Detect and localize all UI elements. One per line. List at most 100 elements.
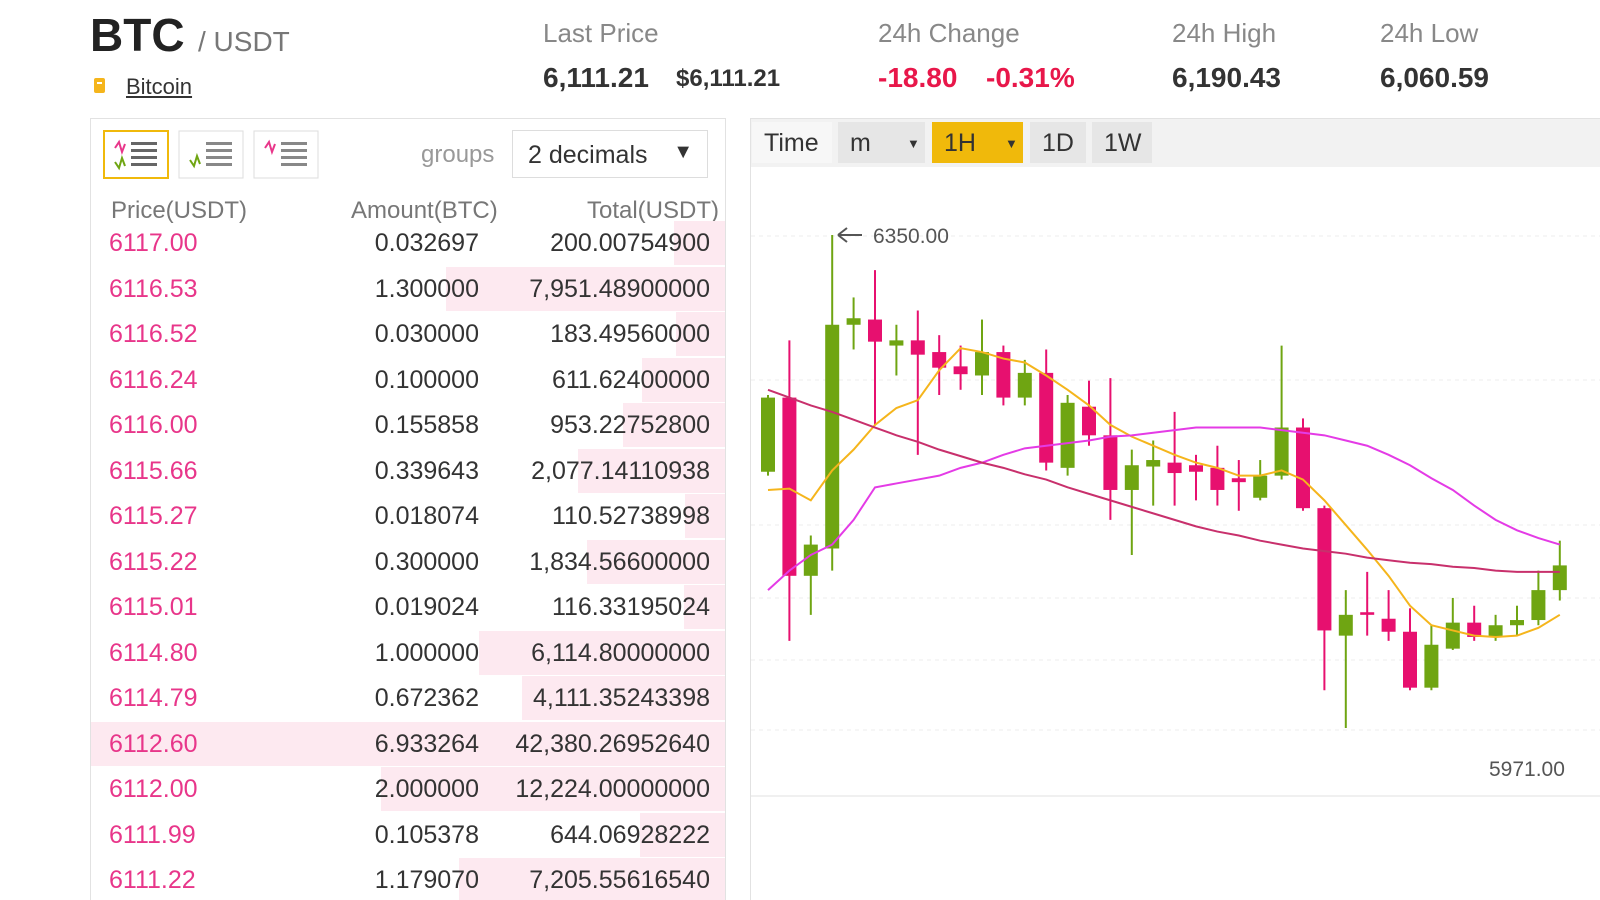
amount: 0.030000 — [374, 320, 479, 348]
candle-body — [1510, 620, 1524, 626]
moving-average — [767, 347, 1561, 638]
candle-body — [782, 397, 797, 576]
candle-body — [996, 352, 1011, 398]
candle-body — [1381, 618, 1396, 632]
depth-bar — [586, 539, 725, 584]
total: 6,114.80000000 — [531, 638, 710, 667]
order-row[interactable]: 6111.22 1.179070 7,205.55616540 — [91, 858, 725, 900]
stat-value-usd: $6,111.21 — [676, 65, 781, 92]
timeframe-tab[interactable]: 1D — [1030, 122, 1086, 163]
depth-bar — [674, 221, 725, 265]
timeframe-tab[interactable]: 1H ▼ — [932, 122, 1023, 163]
total: 12,224.00000000 — [515, 775, 710, 803]
candle-body — [1360, 612, 1375, 615]
order-row[interactable]: 6115.01 0.019024 116.33195024 — [91, 585, 725, 629]
candle-body — [1552, 565, 1567, 591]
price: 6112.00 — [109, 775, 198, 803]
select-value: 2 decimals — [528, 141, 648, 169]
tab-label: Time — [764, 129, 819, 157]
view-both[interactable] — [103, 130, 169, 179]
view-buy[interactable] — [178, 130, 244, 179]
order-row[interactable]: 6115.27 0.018074 110.52738998 — [91, 494, 725, 538]
total: 42,380.26952640 — [515, 729, 710, 758]
price: 6114.80 — [109, 638, 198, 667]
candle-body — [761, 397, 775, 472]
price: 6116.53 — [109, 274, 198, 303]
base-asset: BTC — [90, 9, 185, 61]
tab-caret: ▼ — [907, 136, 920, 151]
order-row[interactable]: 6116.24 0.100000 611.62400000 — [91, 357, 725, 402]
order-row[interactable]: 6116.00 0.155858 953.22752800 — [91, 403, 725, 447]
depth-bar — [458, 858, 725, 900]
total: 953.22752800 — [550, 411, 710, 439]
total: 7,205.55616540 — [529, 866, 710, 894]
candle-body — [1338, 614, 1353, 636]
candle-body — [1210, 467, 1225, 490]
candle-body — [1189, 465, 1203, 472]
amount: 1.300000 — [374, 274, 479, 303]
price: 6111.99 — [109, 820, 196, 849]
timeframe-tab[interactable]: Time — [752, 122, 832, 163]
timeframe-tab[interactable]: m ▼ — [838, 122, 925, 163]
amount: 0.672362 — [374, 684, 479, 712]
depth-bar — [623, 403, 725, 447]
depth-bar — [578, 448, 725, 493]
max-label: 6350.00 — [873, 225, 949, 248]
amount: 0.032697 — [374, 229, 479, 257]
candle-body — [1467, 622, 1482, 637]
depth-bar — [479, 630, 725, 675]
depth-bar — [639, 812, 725, 857]
chart-panel — [750, 118, 1600, 900]
order-row[interactable]: 6114.80 1.000000 6,114.80000000 — [91, 630, 725, 675]
price: 6112.60 — [109, 729, 198, 758]
price: 6115.01 — [109, 593, 198, 621]
order-row[interactable]: 6114.79 0.672362 4,111.35243398 — [91, 676, 725, 720]
column-header: Price(USDT) — [111, 197, 247, 224]
order-row[interactable]: 6111.99 0.105378 644.06928222 — [91, 812, 725, 857]
order-row[interactable]: 6112.00 2.000000 12,224.00000000 — [91, 767, 725, 811]
total: 116.33195024 — [551, 593, 710, 621]
candle-body — [1017, 372, 1032, 398]
candle-body — [1060, 402, 1075, 468]
candle-body — [1424, 644, 1439, 688]
tab-bg — [752, 122, 832, 163]
candle-body — [1231, 478, 1246, 483]
total: 611.62400000 — [551, 365, 710, 394]
amount: 0.105378 — [374, 820, 479, 849]
amount: 1.000000 — [374, 638, 479, 667]
order-row[interactable]: 6116.52 0.030000 183.49560000 — [91, 312, 725, 356]
select-caret: ▼ — [673, 141, 693, 163]
total: 200.00754900 — [550, 229, 710, 257]
order-row[interactable]: 6112.60 6.933264 42,380.26952640 — [91, 721, 725, 766]
amount: 1.179070 — [374, 866, 479, 894]
max-arrow — [837, 227, 862, 243]
order-row[interactable]: 6115.66 0.339643 2,077.14110938 — [91, 448, 725, 493]
coin-link[interactable]: Bitcoin — [126, 74, 193, 99]
timeframe-tab[interactable]: 1W — [1092, 122, 1152, 163]
price: 6117.00 — [109, 229, 198, 257]
stat-value: 6,060.59 — [1380, 62, 1489, 93]
order-row[interactable]: 6116.53 1.300000 7,951.48900000 — [91, 266, 725, 311]
amount: 2.000000 — [374, 775, 479, 803]
price: 6116.24 — [109, 365, 198, 394]
view-sell[interactable] — [253, 130, 319, 179]
price: 6115.22 — [109, 547, 198, 576]
decimals-select[interactable]: 2 decimals ▼ — [512, 130, 708, 178]
candle-body — [1445, 622, 1460, 649]
depth-bar — [675, 312, 725, 356]
total: 183.49560000 — [550, 320, 710, 348]
order-row[interactable]: 6117.00 0.032697 200.00754900 — [91, 221, 725, 265]
candle-body — [1403, 631, 1417, 688]
tab-label: 1D — [1042, 129, 1074, 157]
coin-icon — [94, 78, 105, 93]
candle-body — [803, 544, 818, 576]
total: 4,111.35243398 — [532, 684, 710, 712]
amount: 0.019024 — [374, 593, 479, 621]
stat-label: 24h High — [1172, 18, 1277, 48]
candle-body — [1531, 590, 1546, 621]
tab-bg — [932, 122, 1023, 163]
candle-body — [1317, 508, 1332, 631]
order-row[interactable]: 6115.22 0.300000 1,834.56600000 — [91, 539, 725, 584]
